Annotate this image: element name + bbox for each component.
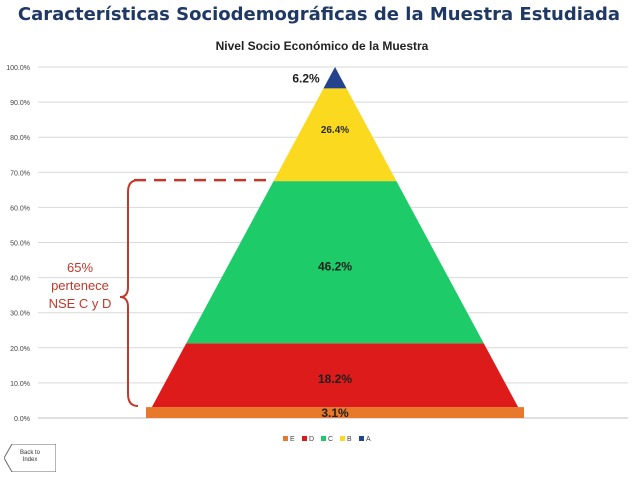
pyramid-band-e [146, 407, 524, 418]
legend-label-d: D [309, 436, 314, 443]
y-tick-label: 80.0% [10, 135, 30, 142]
back-arrow-icon [4, 444, 56, 472]
y-tick-label: 40.0% [10, 276, 30, 283]
y-tick-label: 10.0% [10, 381, 30, 388]
y-tick-label: 60.0% [10, 205, 30, 212]
annotation-brace [119, 179, 139, 407]
y-tick-label: 20.0% [10, 346, 30, 353]
y-tick-label: 90.0% [10, 100, 30, 107]
data-label-c: 46.2% [318, 259, 352, 273]
legend-label-a: A [366, 436, 371, 443]
legend-swatch-a [359, 436, 364, 441]
legend-swatch-b [340, 436, 345, 441]
y-tick-label: 50.0% [10, 241, 30, 248]
pyramid-band-a [323, 67, 347, 89]
back-button-label[interactable]: Back to Index [19, 450, 40, 463]
y-tick-label: 0.0% [14, 416, 30, 423]
y-tick-label: 70.0% [10, 170, 30, 177]
legend-swatch-d [302, 436, 307, 441]
data-label-e: 3.1% [321, 406, 349, 420]
data-label-a: 6.2% [292, 71, 320, 85]
legend-label-e: E [290, 436, 295, 443]
nse-annotation-text: 65% pertenece NSE C y D [48, 260, 112, 311]
page-title: Características Sociodemográficas de la … [17, 4, 621, 25]
pyramid-band-b [273, 88, 397, 182]
pyramid-band-c [186, 181, 484, 344]
y-tick-label: 100.0% [6, 65, 30, 72]
data-label-d: 18.2% [318, 372, 352, 386]
y-tick-label: 30.0% [10, 311, 30, 318]
back-to-index-button[interactable]: Back to Index [4, 444, 56, 472]
chart-title: Nivel Socio Económico de la Muestra [216, 39, 429, 53]
legend-label-c: C [328, 436, 333, 443]
legend-swatch-e [283, 436, 288, 441]
legend-swatch-c [321, 436, 326, 441]
legend-label-b: B [347, 436, 352, 443]
data-label-b: 26.4% [321, 125, 349, 136]
pyramid-band-d [151, 343, 519, 408]
